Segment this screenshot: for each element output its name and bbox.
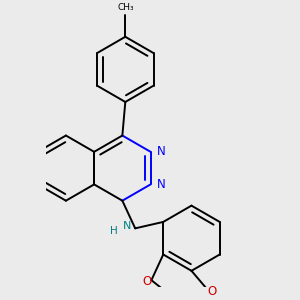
Text: O: O: [143, 275, 152, 288]
Text: N: N: [157, 178, 165, 191]
Text: H: H: [110, 226, 117, 236]
Text: N: N: [157, 145, 165, 158]
Text: N: N: [123, 221, 131, 231]
Text: O: O: [208, 285, 217, 298]
Text: CH₃: CH₃: [117, 3, 134, 12]
